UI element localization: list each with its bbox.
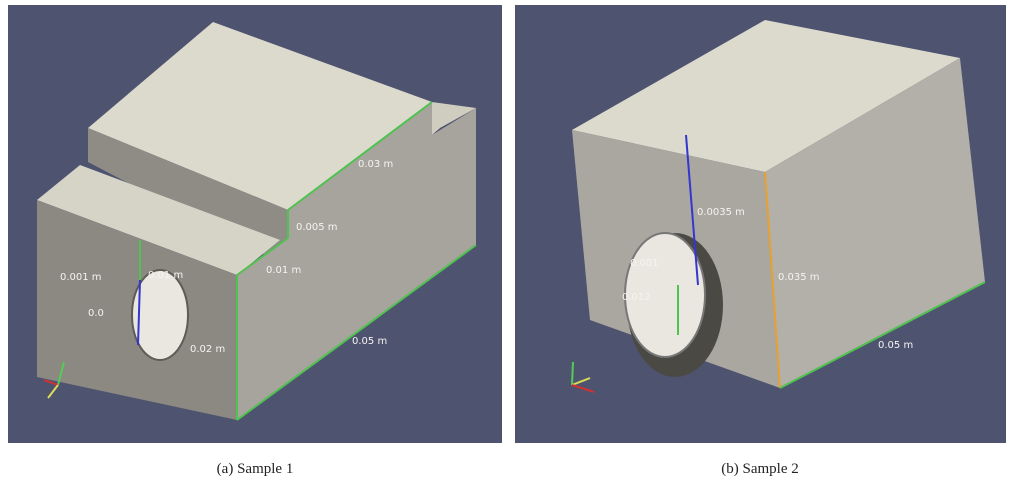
caption: (b) Sample 2 [721, 461, 798, 477]
panel-b: 0.0035 m 0.001 0.012 0.035 m 0.05 m [515, 5, 1006, 443]
caption: (a) Sample 1 [217, 461, 294, 477]
dim-label: 0.05 m [878, 340, 913, 351]
page: 0.03 m 0.005 m 0.01 m 0.001 m 0.01 m 0.0… [0, 0, 1011, 487]
dim-label: 0.01 m [266, 265, 301, 276]
dim-label: 0.01 m [148, 270, 183, 281]
dim-label: 0.005 m [296, 222, 338, 233]
dim-label: 0.03 m [358, 159, 393, 170]
dim-label: 0.001 m [60, 272, 102, 283]
panel-a: 0.03 m 0.005 m 0.01 m 0.001 m 0.01 m 0.0… [8, 5, 502, 443]
dim-label: 0.035 m [778, 272, 820, 283]
figure: 0.03 m 0.005 m 0.01 m 0.001 m 0.01 m 0.0… [0, 0, 1011, 487]
dim-label: 0.001 [630, 258, 659, 269]
dim-label: 0.05 m [352, 336, 387, 347]
dim-label: 0.02 m [190, 344, 225, 355]
dim-label: 0.012 [622, 292, 651, 303]
dim-label: 0.0 [88, 308, 104, 319]
dim-label: 0.0035 m [697, 207, 745, 218]
